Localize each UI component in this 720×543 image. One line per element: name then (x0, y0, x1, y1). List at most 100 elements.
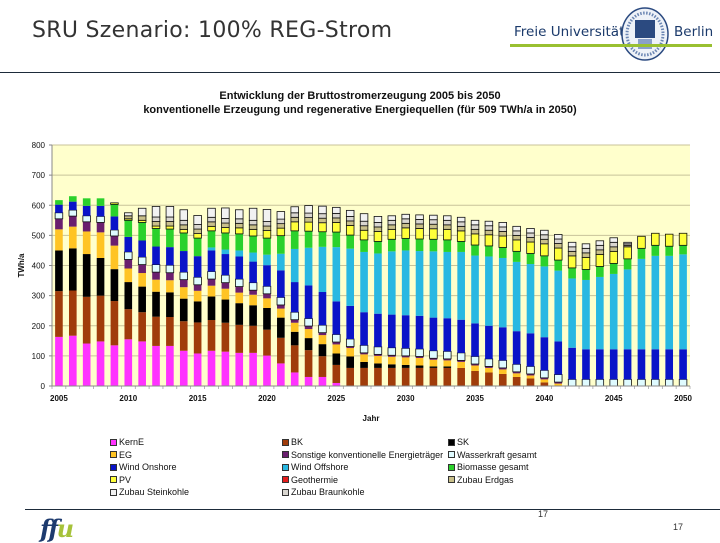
bar-segment-kerne-2007 (82, 343, 91, 386)
bar-segment-wind-offshore-2039 (526, 263, 535, 334)
x-tick-label: 2005 (50, 394, 68, 403)
bar-segment-wasserkraft-gesamt-2035 (470, 356, 480, 365)
bar-segment-wasserkraft-gesamt-2017 (221, 274, 230, 284)
bar-segment-pv-2017 (221, 227, 230, 234)
bar-segment-zubau-erdgas-2026 (345, 220, 355, 226)
bar-segment-wind-offshore-2044 (596, 276, 604, 350)
bar-segment-zubau-braunkohle-2012 (151, 216, 161, 222)
legend-swatch (448, 476, 455, 483)
bar-segment-eg-2017 (221, 288, 230, 300)
bar-segment-sk-2020 (263, 307, 271, 330)
legend-item-eg: EG (110, 449, 132, 461)
bar-segment-wind-offshore-2033 (443, 251, 452, 319)
bar-segment-biomasse-gesamt-2019 (249, 235, 257, 253)
bar-segment-sonstige-konventionelle-energietr-ger-2027 (360, 352, 368, 355)
bar-segment-pv-2013 (165, 225, 175, 230)
bar-segment-kerne-2019 (249, 352, 257, 386)
bar-segment-sonstige-konventionelle-energietr-ger-2033 (443, 358, 452, 361)
bar-segment-wind-onshore-2008 (96, 205, 105, 217)
bar-segment-bk-2019 (249, 325, 257, 353)
bar-segment-kerne-2005 (55, 336, 63, 386)
bar-segment-zubau-braunkohle-2014 (179, 219, 188, 226)
bar-segment-sk-2032 (429, 366, 438, 368)
bar-segment-pv-2021 (276, 227, 286, 237)
x-tick-label: 2025 (327, 394, 345, 403)
x-tick-label: 2050 (674, 394, 692, 403)
bar-segment-sonstige-konventionelle-energietr-ger-2029 (387, 355, 396, 357)
bar-segment-zubau-erdgas-2044 (595, 249, 605, 255)
bar-segment-biomasse-gesamt-2015 (193, 238, 202, 257)
bar-segment-wind-offshore-2030 (401, 250, 410, 316)
y-tick-label: 800 (32, 141, 46, 150)
bar-segment-wind-onshore-2046 (623, 349, 632, 380)
bar-segment-eg-2025 (332, 344, 341, 354)
bar-segment-sonstige-konventionelle-energietr-ger-2014 (179, 279, 188, 288)
bar-segment-wind-onshore-2019 (249, 261, 257, 283)
bar-segment-wind-offshore-2018 (235, 250, 244, 257)
ffu-logo-ff: ff (40, 514, 59, 543)
legend-item-wasserkraft-gesamt: Wasserkraft gesamt (448, 449, 537, 461)
bar-segment-zubau-steinkohle-2024 (318, 205, 327, 215)
bar-segment-zubau-steinkohle-2032 (429, 214, 438, 221)
bar-segment-wasserkraft-gesamt-2045 (609, 378, 618, 387)
bar-segment-biomasse-gesamt-2039 (526, 253, 535, 264)
bar-segment-sk-2023 (304, 338, 313, 351)
bar-segment-sonstige-konventionelle-energietr-ger-2021 (277, 304, 285, 309)
bar-segment-zubau-braunkohle-2032 (429, 219, 438, 225)
bar-segment-sk-2017 (221, 299, 230, 323)
bar-segment-zubau-steinkohle-2017 (221, 207, 230, 219)
bar-segment-pv-2043 (581, 256, 591, 270)
bar-segment-eg-2013 (166, 280, 174, 293)
bar-segment-zubau-erdgas-2043 (581, 252, 591, 258)
bar-segment-wasserkraft-gesamt-2026 (345, 338, 355, 347)
bar-segment-sk-2006 (68, 248, 77, 291)
bar-segment-biomasse-gesamt-2042 (568, 267, 576, 279)
bar-segment-sonstige-konventionelle-energietr-ger-2020 (263, 293, 271, 299)
bar-segment-biomasse-gesamt-2029 (387, 239, 396, 252)
legend-label: Geothermie (291, 474, 339, 485)
bar-segment-biomasse-gesamt-2034 (457, 241, 465, 252)
bar-segment-biomasse-gesamt-2032 (429, 239, 438, 252)
bar-segment-wind-onshore-2050 (679, 349, 687, 380)
bar-segment-sk-2012 (152, 291, 160, 317)
bar-segment-sk-2009 (110, 269, 119, 302)
bar-segment-pv-2030 (401, 227, 410, 239)
ffu-logo: ffu (40, 514, 74, 543)
bar-segment-kerne-2014 (179, 350, 188, 386)
y-tick-label: 700 (32, 171, 46, 180)
bar-segment-zubau-erdgas-2016 (207, 221, 216, 227)
bar-segment-zubau-erdgas-2017 (221, 222, 230, 228)
bar-segment-eg-2022 (290, 322, 299, 332)
bar-segment-zubau-braunkohle-2019 (248, 219, 258, 226)
bar-segment-biomasse-gesamt-2045 (609, 263, 618, 274)
legend-label: PV (119, 474, 132, 485)
bar-segment-eg-2034 (457, 361, 465, 368)
bar-segment-bk-2012 (152, 316, 160, 346)
bar-segment-wind-onshore-2013 (166, 247, 174, 266)
bar-segment-wasserkraft-gesamt-2016 (207, 271, 216, 280)
bar-segment-zubau-erdgas-2031 (415, 223, 424, 229)
bar-segment-eg-2039 (526, 375, 535, 379)
bar-segment-pv-2027 (359, 229, 369, 241)
bar-segment-zubau-erdgas-2010 (124, 215, 133, 220)
y-axis-label: TWh/a (17, 253, 26, 278)
bar-segment-wind-offshore-2026 (346, 248, 355, 306)
bar-segment-bk-2029 (387, 367, 396, 386)
legend-item-pv: PV (110, 474, 131, 486)
bar-segment-sonstige-konventionelle-energietr-ger-2032 (429, 358, 438, 360)
bar-segment-biomasse-gesamt-2010 (124, 220, 133, 237)
bar-segment-zubau-steinkohle-2036 (484, 220, 494, 227)
bar-segment-pv-2020 (262, 230, 272, 239)
legend-item-zubau-erdgas: Zubau Erdgas (448, 474, 514, 486)
bar-segment-zubau-steinkohle-2041 (554, 234, 563, 240)
y-tick-label: 100 (32, 352, 46, 361)
bar-segment-eg-2023 (304, 329, 313, 339)
bar-segment-wind-onshore-2036 (485, 325, 493, 359)
bar-segment-sonstige-konventionelle-energietr-ger-2011 (138, 264, 146, 274)
bar-segment-pv-2044 (595, 253, 605, 267)
bar-segment-wind-onshore-2027 (360, 312, 368, 346)
bar-segment-sk-2008 (96, 257, 105, 296)
bar-segment-sk-2029 (387, 364, 396, 368)
bar-segment-sonstige-konventionelle-energietr-ger-2031 (415, 356, 424, 358)
bar-segment-wind-onshore-2017 (221, 254, 230, 276)
